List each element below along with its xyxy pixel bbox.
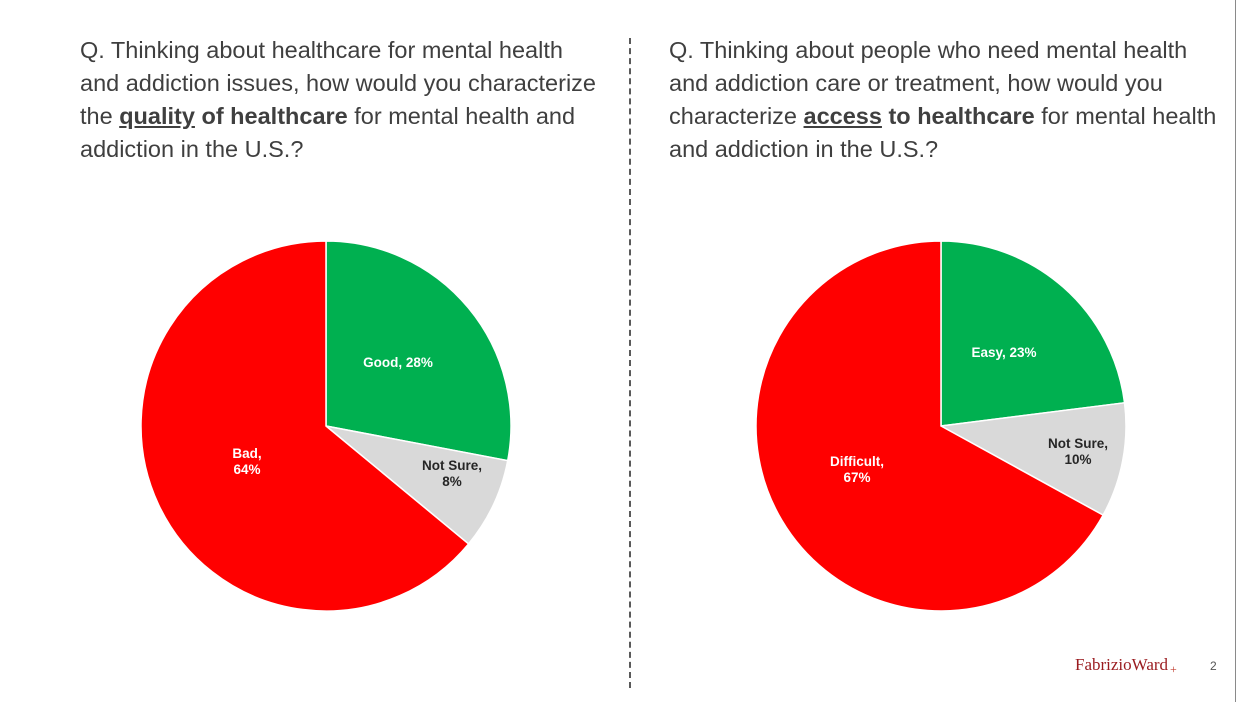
data-label-access-easy: Easy, 23%: [971, 345, 1036, 360]
question-access-pre: Q. Thinking about people who need mental…: [669, 37, 1188, 129]
pie-slice-quality-good: [325, 240, 512, 462]
panel-divider: [629, 38, 631, 688]
question-quality: Q. Thinking about healthcare for mental …: [80, 34, 600, 166]
question-access-key: access: [803, 103, 882, 129]
pie-slice-access-easy: [940, 240, 1126, 427]
data-label-quality-good: Good, 28%: [363, 355, 433, 370]
question-access-post: for mental health and addiction in the U…: [669, 103, 1217, 162]
pie-slice-quality-bad: [140, 240, 470, 612]
data-label-access-difficult: Difficult, 67%: [830, 454, 884, 485]
question-quality-key: quality: [119, 103, 195, 129]
question-quality-pre: Q. Thinking about healthcare for mental …: [80, 37, 596, 129]
page-number: 2: [1210, 659, 1217, 673]
question-access-emph: to healthcare: [881, 103, 1035, 129]
data-label-access-not-sure: Not Sure, 10%: [1048, 436, 1108, 467]
brand-plus-mark: +: [1170, 662, 1177, 676]
data-label-quality-bad: Bad, 64%: [232, 446, 261, 477]
question-access: Q. Thinking about people who need mental…: [669, 34, 1229, 166]
question-quality-emph: of healthcare: [194, 103, 348, 129]
question-quality-post: for mental health and addiction in the U…: [80, 103, 576, 162]
brand-logo: FabrizioWard +: [1075, 655, 1177, 676]
pie-slice-access-difficult: [755, 240, 1105, 612]
data-label-quality-not-sure: Not Sure, 8%: [422, 458, 482, 489]
brand-name: FabrizioWard: [1075, 655, 1169, 674]
pie-slice-quality-not-sure: [325, 425, 509, 545]
pie-slice-access-not-sure: [938, 401, 1127, 517]
